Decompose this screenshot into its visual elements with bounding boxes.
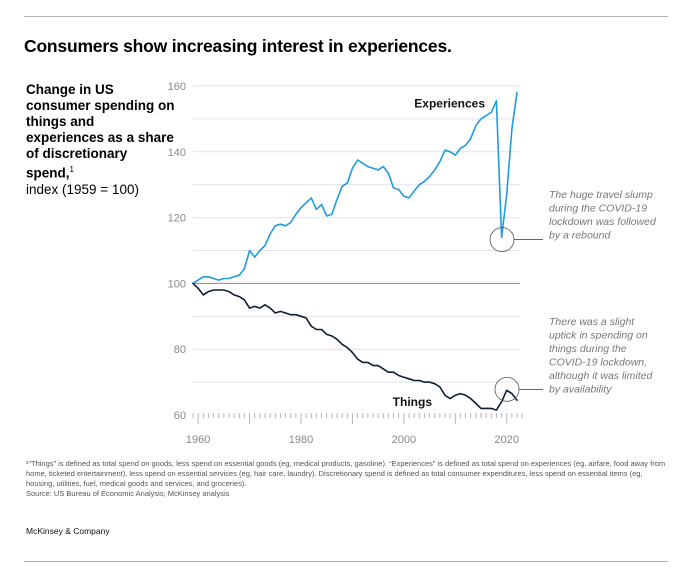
y-tick-label: 160 — [168, 81, 186, 93]
subtitle-units: index (1959 = 100) — [26, 181, 139, 197]
bottom-divider — [24, 561, 668, 562]
y-axis: 60 80 100 120 140 160 — [168, 81, 186, 422]
y-tick-label: 140 — [168, 147, 186, 159]
footnote-source: Source: US Bureau of Economic Analysis; … — [26, 489, 230, 498]
y-tick-label: 100 — [168, 278, 186, 290]
footnote: ¹“Things” is defined as total spend on g… — [26, 459, 666, 499]
chart-subtitle: Change in US consumer spending on things… — [26, 82, 176, 198]
series-line-things — [192, 282, 518, 411]
annotation-circle — [494, 376, 520, 402]
brand-logo: McKinsey & Company — [26, 526, 110, 536]
x-tick-label: 2000 — [392, 434, 416, 446]
y-tick-label: 80 — [174, 344, 186, 356]
series-lines: Experiences Things — [192, 91, 518, 411]
annotation-text: during the COVID-19 — [549, 203, 647, 215]
series-label-things: Things — [393, 395, 433, 409]
x-tick-label: 1960 — [186, 434, 210, 446]
x-axis: 1960 1980 2000 2020 — [186, 413, 523, 446]
footnote-definitions: ¹“Things” is defined as total spend on g… — [26, 459, 666, 488]
line-chart: 60 80 100 120 140 160 1960 1980 2000 2020 Experi… — [168, 81, 657, 446]
gridlines — [193, 85, 520, 383]
x-tick-label: 2020 — [494, 434, 518, 446]
annotations: The huge travel slump during the COVID-19… — [489, 189, 657, 402]
y-tick-label: 60 — [174, 410, 186, 422]
series-label-experiences: Experiences — [414, 96, 485, 110]
annotation-text: lockdown was followed — [549, 216, 657, 228]
annotation-text: by a rebound — [549, 230, 611, 242]
annotation-text: There was a slight — [549, 316, 635, 328]
annotation-text: by availability — [549, 384, 612, 396]
subtitle-description: Change in US consumer spending on things… — [26, 82, 175, 181]
series-line-experiences — [192, 91, 518, 285]
chart-title: Consumers show increasing interest in ex… — [24, 36, 452, 56]
footnote-marker: 1 — [69, 165, 74, 174]
top-divider — [24, 16, 668, 17]
annotation-text: although it was limited — [549, 370, 653, 382]
annotation-text: uptick in spending on — [549, 330, 648, 342]
annotation-text: COVID-19 lockdown, — [549, 357, 647, 369]
annotation-text: things during the — [549, 343, 627, 355]
y-tick-label: 120 — [168, 213, 186, 225]
x-tick-label: 1980 — [289, 434, 313, 446]
annotation-text: The huge travel slump — [549, 189, 653, 201]
